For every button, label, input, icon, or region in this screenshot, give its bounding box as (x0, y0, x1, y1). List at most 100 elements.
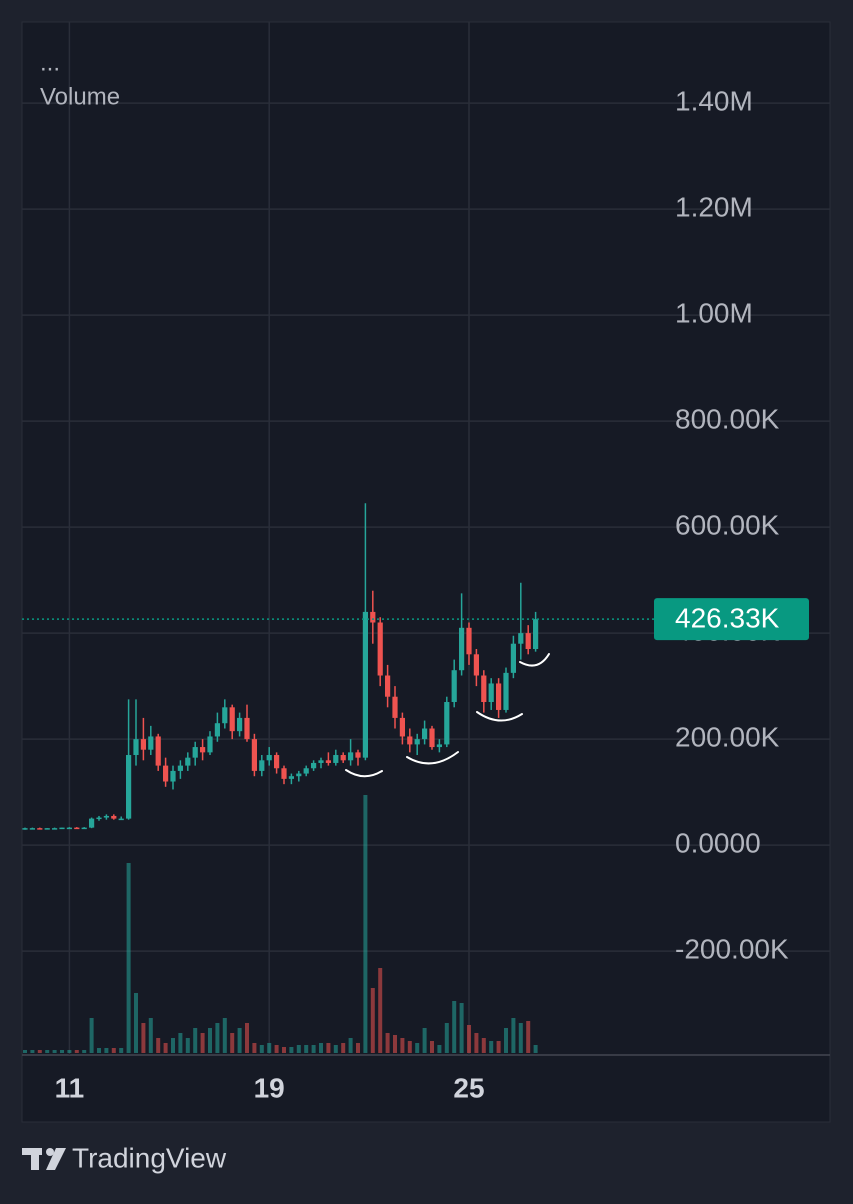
volume-bar (141, 1023, 146, 1053)
candles (22, 503, 539, 830)
volume-bar (333, 1045, 338, 1053)
candle-body (192, 747, 198, 758)
candle-body (89, 818, 95, 828)
candle-body (377, 622, 383, 676)
candle-body (451, 670, 457, 703)
grid (22, 22, 830, 1055)
candle-body (155, 736, 161, 766)
candle-body (407, 736, 413, 745)
volume-bar (422, 1028, 427, 1053)
candle-body (103, 815, 109, 818)
candle-body (533, 619, 539, 650)
y-tick-label: 200.00K (675, 722, 780, 753)
volume-bar (148, 1018, 153, 1053)
volume-bar (156, 1038, 161, 1053)
candle-body (325, 760, 331, 763)
legend-indicator[interactable]: Volume (40, 83, 120, 110)
volume-bar (370, 988, 375, 1053)
candle-body (66, 827, 72, 830)
volume-bar (245, 1023, 249, 1053)
volume-bar (259, 1045, 264, 1053)
candle-body (496, 683, 502, 710)
candle-body (244, 717, 250, 740)
candle-body (96, 817, 102, 820)
volume-bar (89, 1018, 94, 1053)
last-price-box (654, 598, 809, 641)
candle-body (281, 768, 287, 779)
candle-body (340, 755, 346, 761)
candle-body (200, 747, 206, 753)
candle-body (385, 675, 391, 697)
volume-bar (193, 1028, 198, 1053)
candle-body (163, 765, 169, 782)
volume-bar (430, 1041, 434, 1053)
volume-bar (45, 1050, 50, 1053)
volume-pane (23, 795, 538, 1053)
volume-bar (30, 1050, 35, 1053)
y-axis: -200.00K0.0000200.00K400.00K600.00K800.0… (22, 85, 809, 1103)
volume-bar (467, 1025, 471, 1053)
candle-body (481, 675, 487, 703)
candle-body (118, 818, 124, 821)
candle-body (81, 827, 87, 830)
brand-logo (22, 1148, 66, 1170)
x-tick-label: 11 (55, 1072, 85, 1103)
volume-bar (74, 1050, 79, 1053)
logo-part (31, 1148, 39, 1170)
candle-body (22, 828, 28, 830)
volume-bar (134, 993, 138, 1053)
volume-bar (296, 1045, 301, 1053)
y-tick-label: 800.00K (675, 403, 780, 434)
volume-bar (252, 1043, 257, 1053)
candle-body (525, 633, 531, 650)
candle-body (74, 827, 80, 830)
candle-body (170, 770, 176, 782)
volume-bar (222, 1018, 227, 1053)
drawn-arc (406, 751, 459, 765)
volume-bar (319, 1043, 323, 1053)
candle-body (214, 723, 220, 737)
candle-body (288, 776, 294, 779)
volume-bar (459, 1003, 464, 1053)
logo-part (46, 1148, 54, 1156)
candle-body (303, 768, 309, 774)
chart-panel (21, 21, 831, 1123)
candle-body (436, 744, 442, 748)
candle-body (510, 643, 516, 673)
volume-bar (208, 1028, 212, 1053)
volume-bar (171, 1038, 175, 1053)
x-tick-label: 25 (453, 1072, 484, 1103)
candle-body (355, 752, 361, 758)
volume-bar (489, 1041, 494, 1053)
volume-bar (82, 1050, 87, 1053)
candle-body (52, 828, 58, 830)
volume-bar (437, 1045, 442, 1053)
y-tick-label: 600.00K (675, 509, 780, 540)
volume-bar (348, 1038, 353, 1053)
volume-bar (511, 1018, 516, 1053)
volume-bar (67, 1050, 72, 1053)
volume-bar (452, 1001, 457, 1053)
legend-menu[interactable]: ... (40, 49, 60, 76)
candle-body (237, 717, 243, 732)
candle-body (518, 633, 524, 644)
y-tick-label: 1.20M (675, 191, 753, 222)
volume-bar (526, 1021, 531, 1053)
candle-body (177, 765, 183, 771)
candle-body (399, 717, 405, 737)
volume-bar (23, 1050, 27, 1053)
volume-bar (385, 1033, 390, 1053)
volume-bar (518, 1023, 523, 1053)
volume-bar (474, 1033, 479, 1053)
volume-bar (407, 1041, 412, 1053)
candle-body (348, 752, 354, 761)
candle-body (422, 728, 428, 740)
volume-bar (400, 1038, 405, 1053)
volume-bar (415, 1043, 420, 1053)
volume-bar (200, 1033, 205, 1053)
y-tick-label: 0.0000 (675, 828, 761, 859)
candle-body (222, 707, 228, 724)
volume-bar (356, 1043, 360, 1053)
candle-body (185, 757, 191, 766)
